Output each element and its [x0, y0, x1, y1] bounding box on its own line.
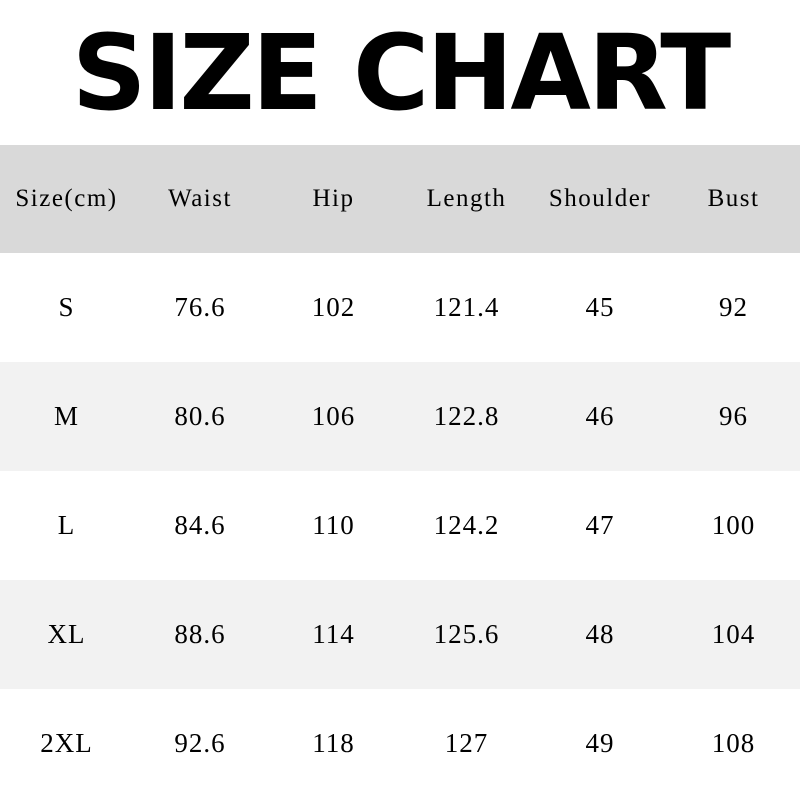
- table-cell: 106: [311, 401, 356, 431]
- table-cell: S: [58, 292, 75, 322]
- table-cell: 84.6: [174, 510, 226, 540]
- table-cell: 108: [711, 728, 756, 758]
- table-header-row: Size(cm) Waist Hip Length Shoulder Bust: [0, 145, 800, 253]
- table-cell: 102: [311, 292, 356, 322]
- table-cell: 124.2: [433, 510, 500, 540]
- table-row: M 80.6 106 122.8 46 96: [0, 362, 800, 471]
- table-cell: 45: [585, 292, 615, 322]
- table-cell: 100: [711, 510, 756, 540]
- column-header: Length: [426, 185, 507, 212]
- page-title: SIZE CHART: [71, 11, 731, 134]
- table-cell: 2XL: [40, 728, 93, 758]
- table-cell: 49: [585, 728, 615, 758]
- column-header: Waist: [168, 185, 232, 212]
- table-cell: 47: [585, 510, 615, 540]
- table-cell: 122.8: [433, 401, 500, 431]
- table-cell: 80.6: [174, 401, 226, 431]
- table-cell: 104: [711, 619, 756, 649]
- size-table: Size(cm) Waist Hip Length Shoulder Bust S 76.6…: [0, 145, 800, 798]
- table-row: XL 88.6 114 125.6 48 104: [0, 580, 800, 689]
- column-header: Hip: [312, 185, 355, 212]
- column-header: Shoulder: [548, 185, 652, 212]
- table-cell: 96: [719, 401, 748, 431]
- table-cell: 88.6: [174, 619, 226, 649]
- table-cell: 114: [312, 619, 355, 649]
- table-cell: 92: [719, 292, 748, 322]
- table-cell: 110: [312, 510, 355, 540]
- column-header: Size(cm): [15, 185, 118, 212]
- table-cell: 92.6: [174, 728, 226, 758]
- table-cell: 125.6: [433, 619, 500, 649]
- table-cell: 46: [585, 401, 615, 431]
- table-row: L 84.6 110 124.2 47 100: [0, 471, 800, 580]
- table-cell: 76.6: [174, 292, 226, 322]
- table-cell: XL: [47, 619, 86, 649]
- table-cell: 118: [312, 728, 355, 758]
- table-cell: L: [57, 510, 76, 540]
- column-header: Bust: [707, 185, 760, 212]
- table-cell: 121.4: [433, 292, 500, 322]
- table-cell: 127: [444, 728, 489, 758]
- table-cell: 48: [585, 619, 615, 649]
- table-cell: M: [53, 401, 79, 431]
- table-row: S 76.6 102 121.4 45 92: [0, 253, 800, 362]
- table-row: 2XL 92.6 118 127 49 108: [0, 689, 800, 798]
